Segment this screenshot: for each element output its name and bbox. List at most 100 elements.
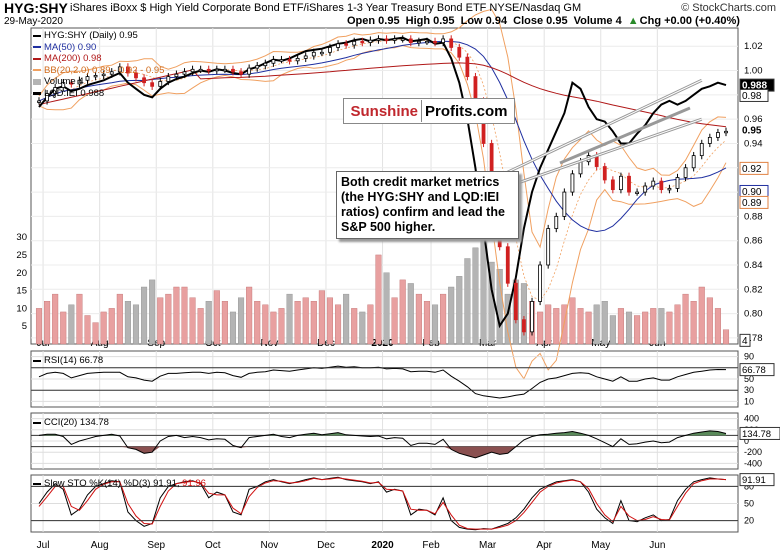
candle-body bbox=[53, 87, 58, 95]
candle-body bbox=[45, 93, 49, 102]
price-tag-label: 4 bbox=[742, 336, 748, 347]
candle-body bbox=[126, 66, 130, 74]
sto-label: Slow STO %K(14) %D(3) 91.91, 91.96 bbox=[33, 478, 206, 489]
chart-description: iShares iBoxx $ High Yield Corporate Bon… bbox=[70, 2, 582, 14]
candle-body bbox=[716, 132, 720, 138]
x-tick-label: May bbox=[591, 338, 610, 349]
candle-body bbox=[279, 59, 284, 62]
volume-bar bbox=[262, 304, 269, 345]
candle-body bbox=[513, 282, 518, 321]
volume-bar bbox=[278, 308, 285, 345]
candle-body bbox=[93, 75, 98, 78]
candle-body bbox=[231, 68, 235, 73]
rsi-tick-label: 50 bbox=[744, 374, 754, 384]
volume-tick-label: 5 bbox=[22, 321, 27, 332]
price-tag-box bbox=[739, 88, 769, 102]
trendline-highlight bbox=[491, 118, 702, 193]
volume-bar bbox=[585, 311, 592, 345]
rsi-tick-label: 10 bbox=[744, 396, 754, 406]
volume-bar bbox=[634, 315, 641, 345]
price-tag-label: 0.98 bbox=[742, 91, 762, 102]
volume-bar bbox=[674, 304, 681, 345]
low-value: Low 0.94 bbox=[460, 15, 508, 27]
volume-bar bbox=[84, 315, 91, 345]
candle-body bbox=[352, 40, 357, 46]
annotation-arrow bbox=[559, 106, 691, 165]
volume-bar bbox=[642, 311, 649, 345]
volume-bar bbox=[246, 286, 253, 345]
price-tag-label: 0.95 bbox=[742, 126, 762, 137]
x-tick-label: Dec bbox=[317, 338, 335, 349]
candle-body bbox=[158, 81, 163, 87]
price-tag: 0.95 bbox=[740, 124, 768, 137]
legend-lqd: LQD:IEI 0.988 bbox=[33, 88, 164, 100]
candle-body bbox=[465, 56, 470, 78]
price-tag-label: 0.90 bbox=[742, 187, 762, 198]
candle-body bbox=[546, 228, 551, 266]
indicator-value-tag bbox=[739, 363, 775, 377]
x-tick-label-bottom: Feb bbox=[422, 540, 440, 551]
volume-bar bbox=[197, 308, 204, 345]
cci-tick-label: 400 bbox=[744, 414, 759, 424]
annotation-arrows bbox=[559, 106, 691, 165]
volume-bar bbox=[545, 304, 552, 345]
chart-legend: HYG:SHY (Daily) 0.95 MA(50) 0.90 MA(200)… bbox=[33, 30, 164, 99]
candle-body bbox=[522, 319, 526, 333]
ma200-line bbox=[38, 62, 727, 128]
change-value: Chg +0.00 (+0.40%) bbox=[639, 15, 740, 27]
cci-overbought-fill bbox=[39, 430, 726, 436]
candle-body bbox=[408, 38, 413, 43]
candle-body bbox=[77, 79, 82, 85]
candle-body bbox=[109, 71, 114, 75]
y-tick-label: 0.96 bbox=[744, 114, 763, 125]
legend-bb: BB(20,2.0) 0.89 - 0.92 - 0.95 bbox=[33, 65, 164, 77]
candle-body bbox=[667, 188, 672, 191]
volume-bar bbox=[658, 308, 665, 345]
candle-body bbox=[182, 71, 187, 75]
volume-bar bbox=[132, 304, 140, 345]
x-tick-label: Jul bbox=[37, 338, 50, 349]
volume-bar bbox=[367, 304, 374, 345]
candle-body bbox=[174, 73, 179, 78]
volume-bar bbox=[714, 308, 721, 345]
y-tick-label: 0.82 bbox=[744, 284, 763, 295]
volume-bar bbox=[359, 311, 366, 345]
price-tag-box bbox=[739, 161, 769, 175]
volume-bar bbox=[577, 308, 584, 345]
volume-bar bbox=[35, 308, 43, 345]
price-tag: 0.92 bbox=[739, 161, 769, 175]
candle-body bbox=[724, 130, 728, 134]
volume-bar bbox=[76, 293, 83, 345]
x-tick-label-bottom: Apr bbox=[536, 540, 552, 551]
candle-body bbox=[214, 68, 219, 72]
candle-body bbox=[425, 40, 429, 44]
volume-bar bbox=[496, 268, 503, 345]
sto-tick-label: 50 bbox=[744, 499, 754, 509]
candle-body bbox=[295, 57, 300, 62]
candle-body bbox=[675, 177, 680, 189]
candle-body bbox=[610, 179, 615, 191]
cci-tick-label: -400 bbox=[744, 458, 762, 468]
cci-tick-label: -200 bbox=[744, 447, 762, 457]
volume-tick-label: 30 bbox=[16, 232, 27, 243]
volume-bar bbox=[270, 311, 277, 345]
volume-bar bbox=[448, 286, 455, 345]
y-tick-label: 0.88 bbox=[744, 211, 763, 222]
sto-tick-label: 20 bbox=[744, 516, 754, 526]
candle-body bbox=[239, 71, 243, 75]
candle-body bbox=[303, 55, 308, 59]
volume-bar bbox=[205, 301, 212, 345]
volume-tick-label: 20 bbox=[16, 268, 27, 279]
volume-bar bbox=[157, 297, 164, 345]
source-credit[interactable]: © StockCharts.com bbox=[681, 2, 776, 14]
candle-body bbox=[150, 82, 155, 87]
volume-bar bbox=[254, 301, 261, 345]
candle-body bbox=[206, 68, 211, 72]
candle-body bbox=[392, 38, 397, 41]
price-tag: 4 bbox=[739, 333, 751, 347]
close-value: Close 0.95 bbox=[513, 15, 568, 27]
y-tick-label: 0.78 bbox=[744, 333, 763, 344]
volume-bar bbox=[472, 247, 479, 345]
candle-body bbox=[562, 191, 567, 217]
x-tick-label-bottom: Dec bbox=[317, 540, 335, 551]
